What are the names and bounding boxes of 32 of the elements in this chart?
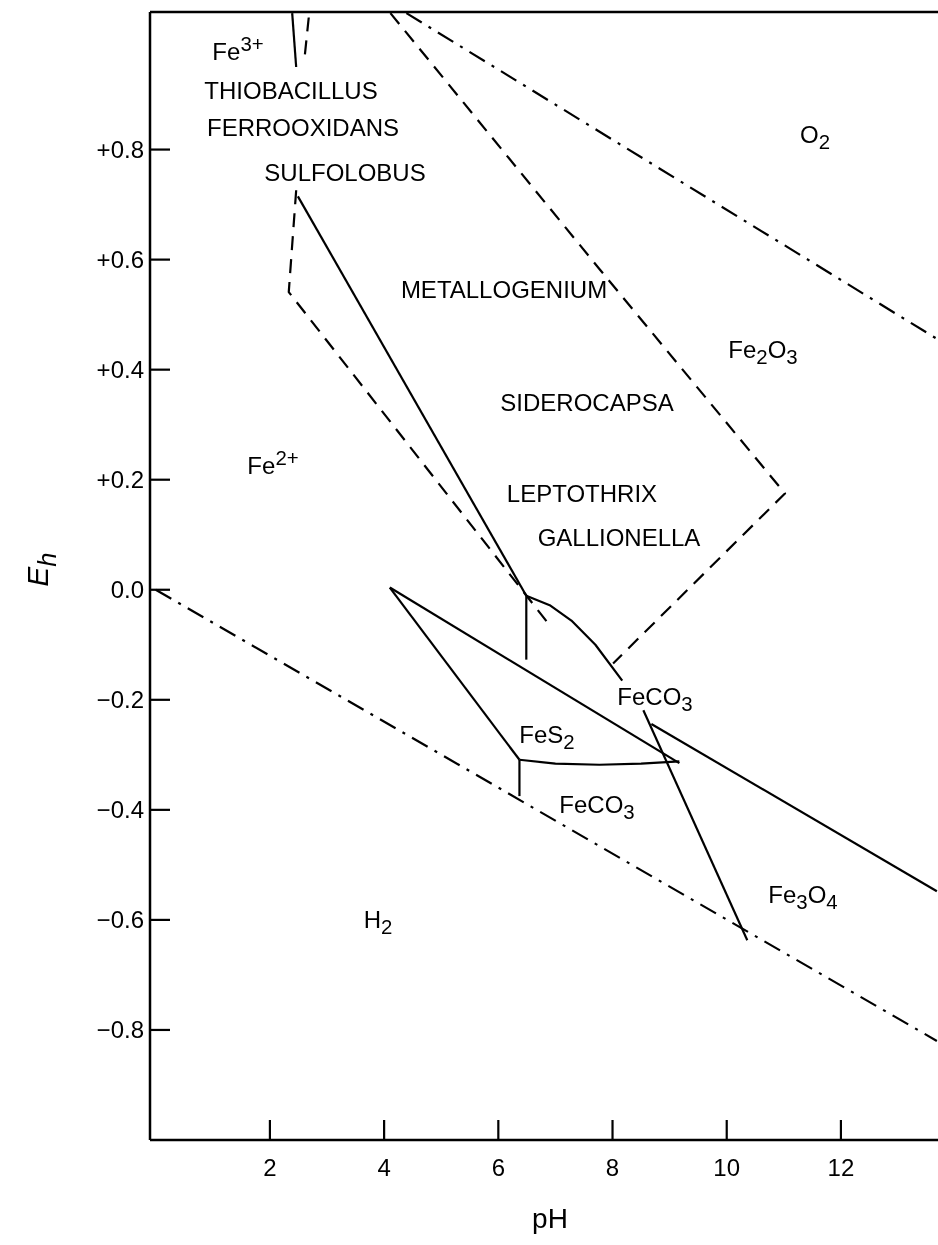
annotation: FeCO$_{3}$ xyxy=(617,683,693,716)
annotation: GALLIONELLA xyxy=(537,524,701,552)
annotation: FERROOXIDANS xyxy=(206,114,400,142)
x-tick-label: 4 xyxy=(377,1154,391,1181)
annotation: SULFOLOBUS xyxy=(264,159,426,187)
y-tick-label: +0.6 xyxy=(96,246,144,274)
x-tick-label: 12 xyxy=(827,1154,855,1181)
annotation: FeS$_{2}$ xyxy=(519,721,575,754)
x-tick-label: 8 xyxy=(605,1154,620,1181)
annotation: O$_{2}$ xyxy=(799,121,831,154)
annotation: LEPTOTHRIX xyxy=(506,480,658,508)
y-tick-label: −0.4 xyxy=(96,796,144,824)
annotation: Fe$^{3+}$ xyxy=(212,33,264,66)
x-tick-label: 6 xyxy=(491,1154,505,1181)
annotation: FeCO$_{3}$ xyxy=(559,791,635,824)
annotation: THIOBACILLUS xyxy=(204,77,378,105)
y-tick-label: −0.6 xyxy=(96,906,144,934)
y-tick-label: −0.8 xyxy=(96,1016,144,1044)
y-tick-label: +0.2 xyxy=(96,466,144,494)
y-tick-label: 0.0 xyxy=(110,576,144,604)
annotation: Fe$_{2}$O$_{3}$ xyxy=(728,336,798,369)
y-tick-label: +0.4 xyxy=(96,356,144,384)
annotation: SIDEROCAPSA xyxy=(500,389,674,417)
annotation: METALLOGENIUM xyxy=(400,276,608,304)
x-tick-label: 10 xyxy=(713,1154,741,1181)
x-tick-label: 2 xyxy=(263,1154,277,1181)
y-tick-label: +0.8 xyxy=(96,135,144,163)
annotation: H$_{2}$ xyxy=(363,906,393,939)
annotation: Fe$^{2+}$ xyxy=(247,447,299,480)
annotation: Fe$_{3}$O$_{4}$ xyxy=(768,881,838,914)
x-axis-title: pH xyxy=(532,1203,568,1234)
y-tick-label: −0.2 xyxy=(96,686,144,714)
